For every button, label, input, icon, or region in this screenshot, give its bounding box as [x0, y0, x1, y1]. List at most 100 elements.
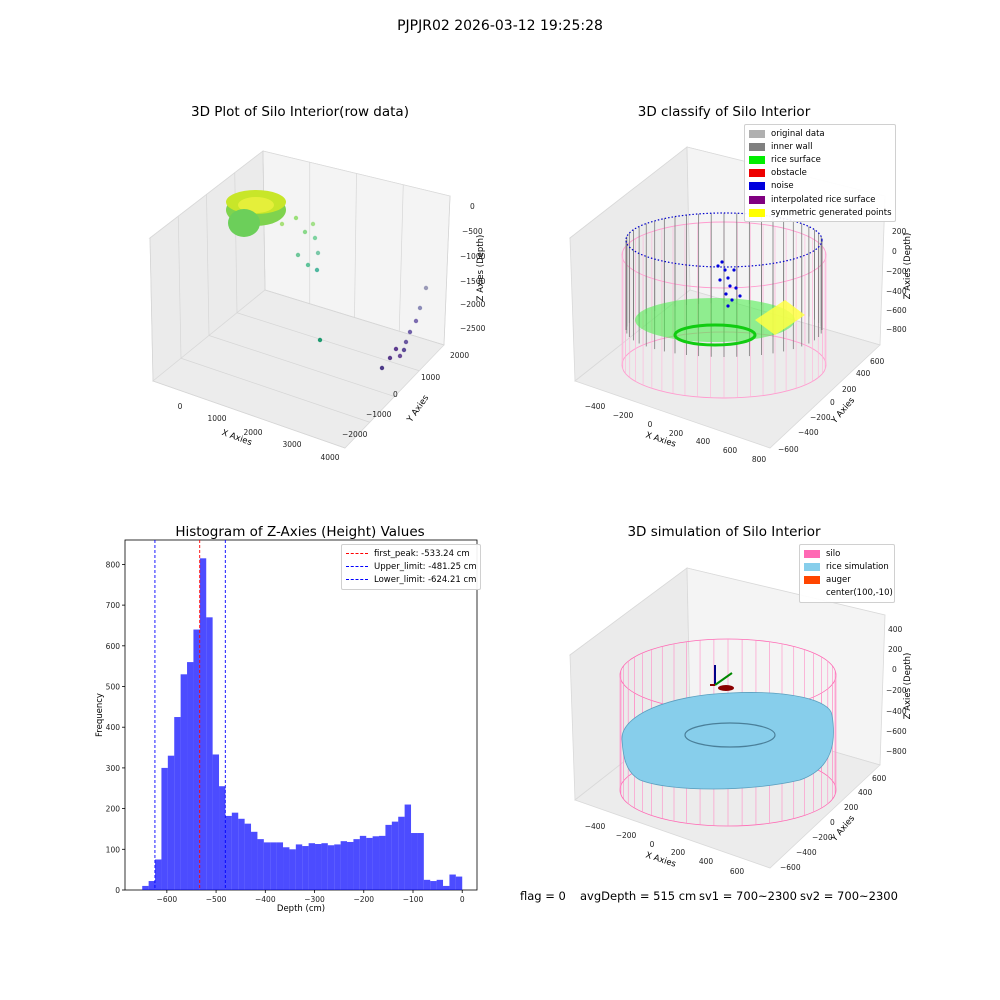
legend-label: interpolated rice surface	[771, 194, 876, 205]
hist-ytick: 200	[106, 805, 121, 814]
cls-xtick: 200	[669, 429, 684, 438]
cls-ztick: 200	[892, 227, 907, 236]
histogram-bar	[321, 843, 328, 890]
legend-swatch	[804, 549, 820, 558]
raw-point	[293, 215, 299, 221]
hist-xtick: −400	[255, 895, 276, 904]
sim-xtick: −400	[585, 822, 606, 831]
raw-xtick: 3000	[282, 440, 301, 449]
legend-item: silo	[804, 547, 890, 560]
hist-ytick: 700	[106, 601, 121, 610]
histogram-bar	[302, 846, 309, 890]
histogram-bar	[257, 839, 264, 890]
legend-item: rice simulation	[804, 560, 890, 573]
sim-xtick: 0	[650, 840, 655, 849]
histogram-bar	[423, 879, 431, 890]
raw-point	[423, 285, 429, 291]
legend-label: silo	[826, 548, 841, 559]
cls-ztick: −800	[886, 325, 907, 334]
cls-ztick: −400	[886, 287, 907, 296]
legend-item: first_peak: -533.24 cm	[346, 547, 476, 560]
noise-point	[723, 268, 727, 272]
hist-xtick: −200	[353, 895, 374, 904]
raw-ztick: −1500	[460, 277, 486, 286]
raw-ytick: 0	[393, 390, 398, 399]
histogram-chart: −600 −500 −400 −300 −200 −100 0 0 100 200 300 400 5…	[95, 539, 478, 914]
raw-point	[417, 305, 423, 311]
legend-label: original data	[771, 128, 825, 139]
hist-ytick: 500	[106, 683, 121, 692]
noise-point	[720, 260, 724, 264]
histogram-bar	[283, 847, 290, 890]
raw-xtick: 4000	[320, 453, 339, 462]
histogram-bar	[308, 843, 316, 890]
histogram-bar	[219, 786, 226, 890]
sim-zlabel: Z Axies (Depth)	[903, 653, 913, 720]
raw-point	[312, 235, 318, 241]
legend-label: inner wall	[771, 141, 813, 152]
hist-ytick: 800	[106, 560, 121, 569]
legend-swatch	[749, 195, 765, 204]
legend-item: rice surface	[749, 153, 891, 166]
histogram-bar	[315, 844, 322, 890]
legend-swatch	[749, 142, 765, 151]
legend-label: center(100,-10)	[826, 588, 893, 599]
sim-panel-title: 3D simulation of Silo Interior	[627, 524, 821, 540]
noise-point	[738, 294, 742, 298]
legend-label: noise	[771, 181, 794, 192]
legend-swatch	[749, 155, 765, 164]
histogram-bar	[142, 885, 149, 890]
raw-point	[315, 250, 321, 256]
legend-item: center(100,-10)	[804, 587, 893, 600]
histogram-bar	[366, 837, 373, 890]
hist-ytick: 400	[106, 723, 121, 732]
legend-item: obstacle	[749, 167, 891, 180]
raw-ztick: −1000	[460, 252, 486, 261]
cls-ztick: −600	[886, 306, 907, 315]
sim-ztick: −600	[886, 727, 907, 736]
raw-point	[279, 221, 285, 227]
hist-ytick: 100	[106, 845, 121, 854]
cls-ytick: −200	[810, 413, 831, 422]
histogram-bar	[334, 844, 341, 890]
raw-xtick: 1000	[207, 414, 226, 423]
sim-xtick: 400	[699, 857, 714, 866]
legend-swatch	[804, 589, 820, 597]
hist-xtick: −600	[157, 895, 178, 904]
histogram-bar	[263, 842, 271, 890]
sim-3d-plot: −400 −200 0 200 400 600 600 400 200 0 −2…	[569, 567, 913, 876]
cls-xtick: 600	[723, 446, 738, 455]
histogram-bar	[443, 885, 450, 890]
cls-ytick: 600	[870, 357, 885, 366]
legend-swatch	[804, 575, 820, 584]
histogram-bar	[385, 824, 392, 890]
hist-ylabel: Frequency	[95, 693, 105, 737]
histogram-bar	[430, 881, 437, 890]
legend-swatch	[749, 182, 765, 191]
cls-zlabel: Z Axies (Depth)	[903, 233, 913, 300]
histogram-bar	[411, 833, 418, 890]
hist-ytick: 300	[106, 764, 121, 773]
legend-item: auger	[804, 573, 890, 586]
legend-item: Upper_limit: -481.25 cm	[346, 560, 477, 573]
raw-point	[387, 355, 393, 361]
histogram-bar	[417, 833, 424, 890]
raw-point	[401, 347, 407, 353]
histogram-bar	[398, 816, 405, 890]
noise-point	[734, 286, 738, 290]
histogram-bar	[180, 674, 188, 890]
raw-point	[314, 267, 320, 273]
histogram-bar	[155, 859, 162, 890]
raw-point	[317, 337, 323, 343]
histogram-bar	[238, 818, 245, 890]
sim-ytick: −600	[780, 863, 801, 872]
raw-point	[305, 262, 311, 268]
legend-line	[346, 566, 368, 568]
cls-ytick: −600	[778, 445, 799, 454]
legend-label: rice surface	[771, 154, 821, 165]
sim-xtick: 200	[671, 848, 686, 857]
sim-xtick: 600	[730, 867, 745, 876]
histogram-bar	[455, 876, 463, 890]
hist-xtick: −100	[403, 895, 424, 904]
raw-ytick: 1000	[421, 373, 440, 382]
